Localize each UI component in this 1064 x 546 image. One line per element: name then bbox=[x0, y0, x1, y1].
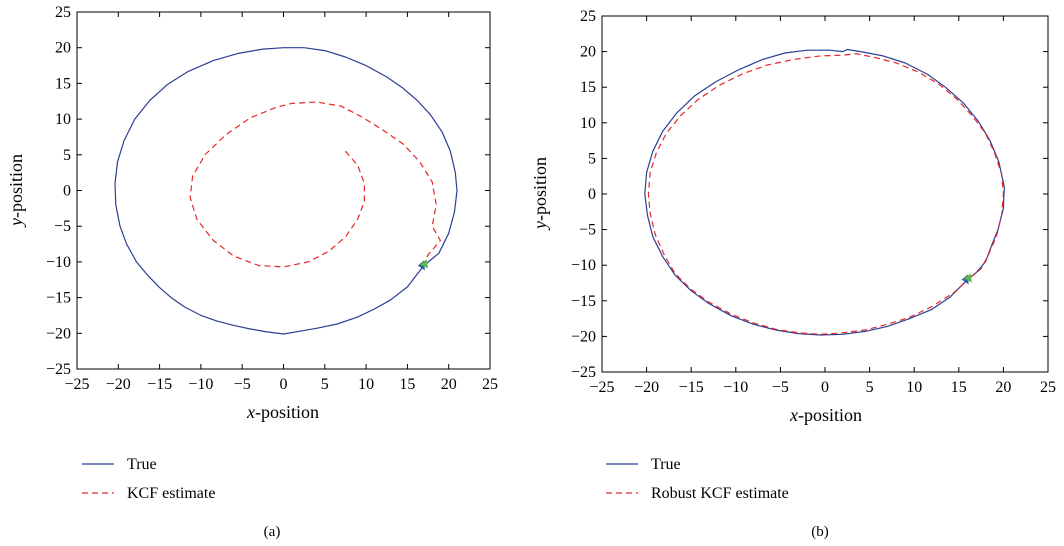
estimate-line-a bbox=[189, 101, 441, 268]
y-axis-rest-a: -position bbox=[6, 154, 26, 218]
x-tick-label-a: −15 bbox=[147, 376, 172, 393]
x-tick-label-a: −20 bbox=[106, 376, 131, 393]
y-tick-label-b: 10 bbox=[580, 115, 596, 132]
legend-a: True KCF estimate bbox=[82, 456, 215, 502]
x-tick-label-a: −5 bbox=[234, 376, 251, 393]
markers-a bbox=[417, 259, 428, 271]
y-tick-label-b: −5 bbox=[579, 222, 596, 239]
y-tick-label-a: 25 bbox=[55, 4, 71, 21]
y-axis-label-b: y-position bbox=[530, 157, 550, 231]
x-tick-label-b: −5 bbox=[772, 379, 789, 396]
x-tick-label-b: 10 bbox=[906, 379, 922, 396]
y-axis-label-a: y-position bbox=[6, 154, 26, 228]
y-axis-var-b: y bbox=[530, 221, 550, 231]
y-tick-label-a: 0 bbox=[63, 183, 71, 200]
y-axis-rest-b: -position bbox=[530, 157, 550, 221]
y-tick-label-b: −25 bbox=[571, 364, 596, 381]
x-tick-label-b: −20 bbox=[634, 379, 659, 396]
start-marker-green-a bbox=[419, 259, 428, 269]
x-axis-label-a: x-position bbox=[246, 402, 319, 422]
x-tick-label-a: 10 bbox=[358, 376, 374, 393]
x-tick-label-b: 15 bbox=[951, 379, 967, 396]
y-tick-label-a: 20 bbox=[55, 40, 71, 57]
y-tick-label-a: 10 bbox=[55, 111, 71, 128]
y-tick-label-b: 20 bbox=[580, 44, 596, 61]
plot-area-b bbox=[601, 15, 1049, 373]
x-axis-rest-a: -position bbox=[255, 402, 319, 422]
y-tick-label-a: −10 bbox=[46, 254, 71, 271]
x-tick-label-b: −25 bbox=[589, 379, 614, 396]
ticks-a: −25 −20 −15 −10 −5 0 5 10 15 20 25 −25 −20 −15 −10 −5 0 5… bbox=[46, 4, 498, 393]
true-line-b bbox=[644, 48, 1005, 336]
y-tick-label-b: −15 bbox=[571, 293, 596, 310]
y-tick-label-b: 5 bbox=[588, 150, 596, 167]
x-axis-rest-b: -position bbox=[798, 405, 862, 425]
estimate-line-b bbox=[647, 53, 1005, 335]
y-tick-label-a: −25 bbox=[46, 361, 71, 378]
x-tick-label-b: −15 bbox=[679, 379, 704, 396]
x-tick-label-a: 20 bbox=[441, 376, 457, 393]
x-tick-label-a: 5 bbox=[321, 376, 329, 393]
legend-label-estimate-b: Robust KCF estimate bbox=[651, 485, 789, 502]
legend-label-estimate-a: KCF estimate bbox=[127, 485, 215, 502]
legend-label-true-b: True bbox=[651, 456, 681, 473]
x-tick-label-b: 25 bbox=[1040, 379, 1056, 396]
x-axis-var-b: x bbox=[789, 405, 798, 425]
x-tick-label-a: 15 bbox=[399, 376, 415, 393]
plot-area-a bbox=[76, 11, 491, 370]
true-line-a bbox=[114, 47, 458, 335]
y-tick-label-b: −20 bbox=[571, 328, 596, 345]
x-tick-label-b: 5 bbox=[866, 379, 874, 396]
panel-label-a: (a) bbox=[264, 524, 281, 540]
panel-b: −25 −20 −15 −10 −5 0 5 10 15 20 25 −25 −20 −15 −10 −5 0 5… bbox=[530, 8, 1056, 540]
x-tick-label-b: −10 bbox=[723, 379, 748, 396]
x-tick-label-a: −10 bbox=[188, 376, 213, 393]
series-a bbox=[114, 47, 458, 335]
x-tick-label-a: 25 bbox=[482, 376, 498, 393]
panel-a: −25 −20 −15 −10 −5 0 5 10 15 20 25 −25 −20 −15 −10 −5 0 5… bbox=[6, 4, 498, 540]
x-tick-label-b: 20 bbox=[995, 379, 1011, 396]
y-tick-label-a: 5 bbox=[63, 147, 71, 164]
x-tick-label-b: 0 bbox=[821, 379, 829, 396]
series-b bbox=[644, 48, 1005, 336]
ticks-b: −25 −20 −15 −10 −5 0 5 10 15 20 25 −25 −20 −15 −10 −5 0 5… bbox=[571, 8, 1056, 396]
x-tick-label-a: −25 bbox=[64, 376, 89, 393]
y-tick-label-a: −20 bbox=[46, 325, 71, 342]
legend-label-true-a: True bbox=[127, 456, 157, 473]
y-tick-label-b: 15 bbox=[580, 79, 596, 96]
y-tick-label-b: −10 bbox=[571, 257, 596, 274]
y-axis-var-a: y bbox=[6, 218, 26, 228]
legend-b: True Robust KCF estimate bbox=[606, 456, 789, 502]
markers-b bbox=[961, 273, 972, 285]
x-axis-label-b: x-position bbox=[789, 405, 862, 425]
y-tick-label-a: −15 bbox=[46, 290, 71, 307]
y-tick-label-b: 0 bbox=[588, 186, 596, 203]
y-tick-label-a: −5 bbox=[54, 218, 71, 235]
x-axis-var-a: x bbox=[246, 402, 255, 422]
y-tick-label-a: 15 bbox=[55, 75, 71, 92]
start-marker-green-b bbox=[963, 273, 972, 283]
panel-label-b: (b) bbox=[811, 524, 829, 540]
x-tick-label-a: 0 bbox=[280, 376, 288, 393]
y-tick-label-b: 25 bbox=[580, 8, 596, 25]
